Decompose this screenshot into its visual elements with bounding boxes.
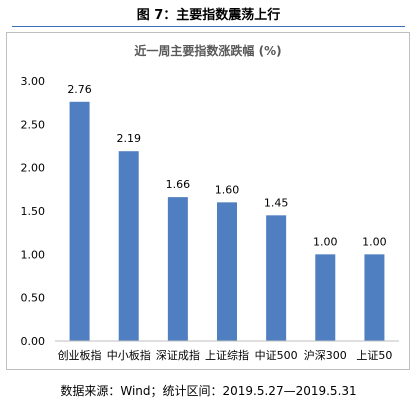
y-tick-label: 0.00 xyxy=(21,335,46,348)
caption-rule xyxy=(12,26,405,27)
x-tick-label: 上证综指 xyxy=(205,348,249,362)
bar xyxy=(69,101,90,341)
x-tick-label: 创业板指 xyxy=(58,348,102,362)
y-tick-label: 1.00 xyxy=(21,248,46,261)
x-tick-label: 上证50 xyxy=(356,349,392,362)
x-axis: 创业板指 中小板指 深证成指 上证综指 中证500 沪深300 上证50 xyxy=(55,340,399,362)
bar xyxy=(315,254,336,341)
y-tick-label: 3.00 xyxy=(21,75,46,88)
x-tick-label: 中证500 xyxy=(255,349,298,362)
data-label: 1.00 xyxy=(362,235,387,248)
data-label: 2.19 xyxy=(116,132,141,145)
y-tick-label: 0.50 xyxy=(21,292,46,305)
bar xyxy=(118,151,139,341)
x-tick-label: 中小板指 xyxy=(107,348,151,362)
x-tick-label: 沪深300 xyxy=(304,348,347,362)
bar xyxy=(217,202,237,341)
data-label: 1.45 xyxy=(264,196,289,209)
figure-caption: 图 7：主要指数震荡上行 xyxy=(136,8,281,23)
chart-frame: 近一周主要指数涨跌幅 (%) 0.00 0.50 1.00 1.50 2.00 2.50 3… xyxy=(6,32,410,370)
y-tick-label: 1.50 xyxy=(21,205,46,218)
data-label: 1.00 xyxy=(313,235,338,248)
y-axis: 0.00 0.50 1.00 1.50 2.00 2.50 3.00 xyxy=(21,75,46,348)
bar-chart: 近一周主要指数涨跌幅 (%) 0.00 0.50 1.00 1.50 2.00 2.50 3… xyxy=(21,43,399,362)
source-note: 数据来源：Wind；统计区间：2019.5.27—2019.5.31 xyxy=(60,384,357,398)
data-label: 1.66 xyxy=(166,178,191,191)
bar xyxy=(364,254,385,341)
bars-group xyxy=(69,101,385,341)
bar xyxy=(266,215,287,341)
bar xyxy=(167,197,188,341)
data-label: 1.60 xyxy=(215,183,240,196)
chart-title: 近一周主要指数涨跌幅 (%) xyxy=(134,43,281,58)
data-label: 2.76 xyxy=(67,83,92,96)
y-tick-label: 2.00 xyxy=(21,162,46,175)
y-tick-label: 2.50 xyxy=(21,118,46,131)
data-labels-group: 2.76 2.19 1.66 1.60 1.45 1.00 1.00 xyxy=(67,83,386,249)
x-tick-label: 深证成指 xyxy=(156,348,200,362)
